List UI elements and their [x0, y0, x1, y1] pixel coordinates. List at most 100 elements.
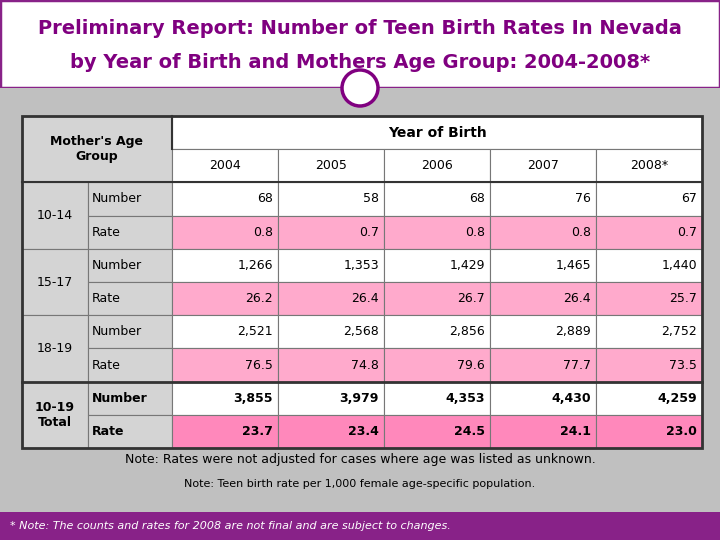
Text: 1,440: 1,440	[662, 259, 697, 272]
Text: 23.0: 23.0	[666, 425, 697, 438]
Text: 23.7: 23.7	[242, 425, 273, 438]
Text: 4,353: 4,353	[446, 392, 485, 404]
Text: Number: Number	[92, 392, 148, 404]
Text: 24.1: 24.1	[560, 425, 591, 438]
Bar	[384, 348, 490, 382]
Text: 77.7: 77.7	[563, 359, 591, 372]
Text: 10-14: 10-14	[37, 209, 73, 222]
Bar	[172, 149, 278, 183]
Bar	[0, 88, 720, 512]
Text: Mother's Age
Group: Mother's Age Group	[50, 135, 143, 163]
Bar	[384, 382, 490, 415]
Bar	[172, 415, 278, 448]
Bar	[596, 183, 702, 215]
Bar	[384, 183, 490, 215]
Text: * Note: The counts and rates for 2008 are not final and are subject to changes.: * Note: The counts and rates for 2008 ar…	[10, 521, 451, 531]
Bar	[172, 315, 278, 348]
Bar	[596, 149, 702, 183]
Text: 58: 58	[363, 192, 379, 206]
Text: 24.5: 24.5	[454, 425, 485, 438]
Text: Note: Rates were not adjusted for cases where age was listed as unknown.: Note: Rates were not adjusted for cases …	[125, 454, 595, 467]
Bar	[88, 382, 172, 415]
Bar	[490, 249, 596, 282]
Text: 3,855: 3,855	[233, 392, 273, 404]
Bar	[22, 315, 88, 382]
Bar	[278, 315, 384, 348]
Text: 0.8: 0.8	[465, 226, 485, 239]
Text: Rate: Rate	[92, 226, 121, 239]
Text: 3,979: 3,979	[340, 392, 379, 404]
Bar	[596, 415, 702, 448]
Text: Year of Birth: Year of Birth	[387, 126, 487, 140]
Text: 2,752: 2,752	[661, 325, 697, 338]
Text: 1,429: 1,429	[449, 259, 485, 272]
Text: 2007: 2007	[527, 159, 559, 172]
Bar	[88, 215, 172, 249]
Text: Preliminary Report: Number of Teen Birth Rates In Nevada: Preliminary Report: Number of Teen Birth…	[38, 18, 682, 37]
Text: 26.4: 26.4	[351, 292, 379, 305]
Text: 2004: 2004	[209, 159, 241, 172]
Text: 2005: 2005	[315, 159, 347, 172]
Bar	[278, 183, 384, 215]
Bar	[278, 415, 384, 448]
Bar	[172, 382, 278, 415]
Text: Number: Number	[92, 192, 142, 206]
Bar	[172, 249, 278, 282]
Bar	[22, 116, 702, 448]
Bar	[596, 215, 702, 249]
Bar	[88, 315, 172, 348]
Text: 10-19
Total: 10-19 Total	[35, 401, 75, 429]
Bar	[88, 249, 172, 282]
Bar	[88, 348, 172, 382]
Bar	[22, 183, 88, 249]
Bar	[490, 315, 596, 348]
Bar	[172, 348, 278, 382]
Text: 73.5: 73.5	[669, 359, 697, 372]
Circle shape	[342, 70, 378, 106]
Text: 76.5: 76.5	[245, 359, 273, 372]
Bar	[278, 149, 384, 183]
Bar	[384, 149, 490, 183]
Bar	[172, 282, 278, 315]
Bar	[596, 282, 702, 315]
Text: 26.2: 26.2	[246, 292, 273, 305]
Bar	[490, 348, 596, 382]
Text: 15-17: 15-17	[37, 275, 73, 288]
Text: 2,856: 2,856	[449, 325, 485, 338]
Text: 2008*: 2008*	[630, 159, 668, 172]
Text: 0.7: 0.7	[359, 226, 379, 239]
Text: 67: 67	[681, 192, 697, 206]
Text: 1,353: 1,353	[343, 259, 379, 272]
Bar	[172, 116, 702, 149]
Bar	[384, 282, 490, 315]
Bar	[596, 382, 702, 415]
Bar	[596, 249, 702, 282]
Text: Rate: Rate	[92, 292, 121, 305]
Bar	[22, 116, 172, 183]
Bar	[596, 315, 702, 348]
Text: 4,430: 4,430	[552, 392, 591, 404]
Bar	[278, 249, 384, 282]
Bar	[172, 183, 278, 215]
Text: 1,266: 1,266	[238, 259, 273, 272]
Bar	[384, 249, 490, 282]
Bar	[278, 382, 384, 415]
Text: 68: 68	[257, 192, 273, 206]
Bar	[22, 382, 88, 448]
Text: 0.8: 0.8	[571, 226, 591, 239]
Text: 74.8: 74.8	[351, 359, 379, 372]
Text: 76: 76	[575, 192, 591, 206]
Text: 2,568: 2,568	[343, 325, 379, 338]
Text: 79.6: 79.6	[457, 359, 485, 372]
Bar	[490, 149, 596, 183]
Text: 1,465: 1,465	[555, 259, 591, 272]
Bar	[384, 315, 490, 348]
Text: 4,259: 4,259	[657, 392, 697, 404]
Bar	[490, 183, 596, 215]
Text: Rate: Rate	[92, 425, 125, 438]
Text: 0.7: 0.7	[677, 226, 697, 239]
Text: 26.7: 26.7	[457, 292, 485, 305]
Text: 23.4: 23.4	[348, 425, 379, 438]
Bar	[0, 512, 720, 540]
Bar	[22, 249, 88, 315]
